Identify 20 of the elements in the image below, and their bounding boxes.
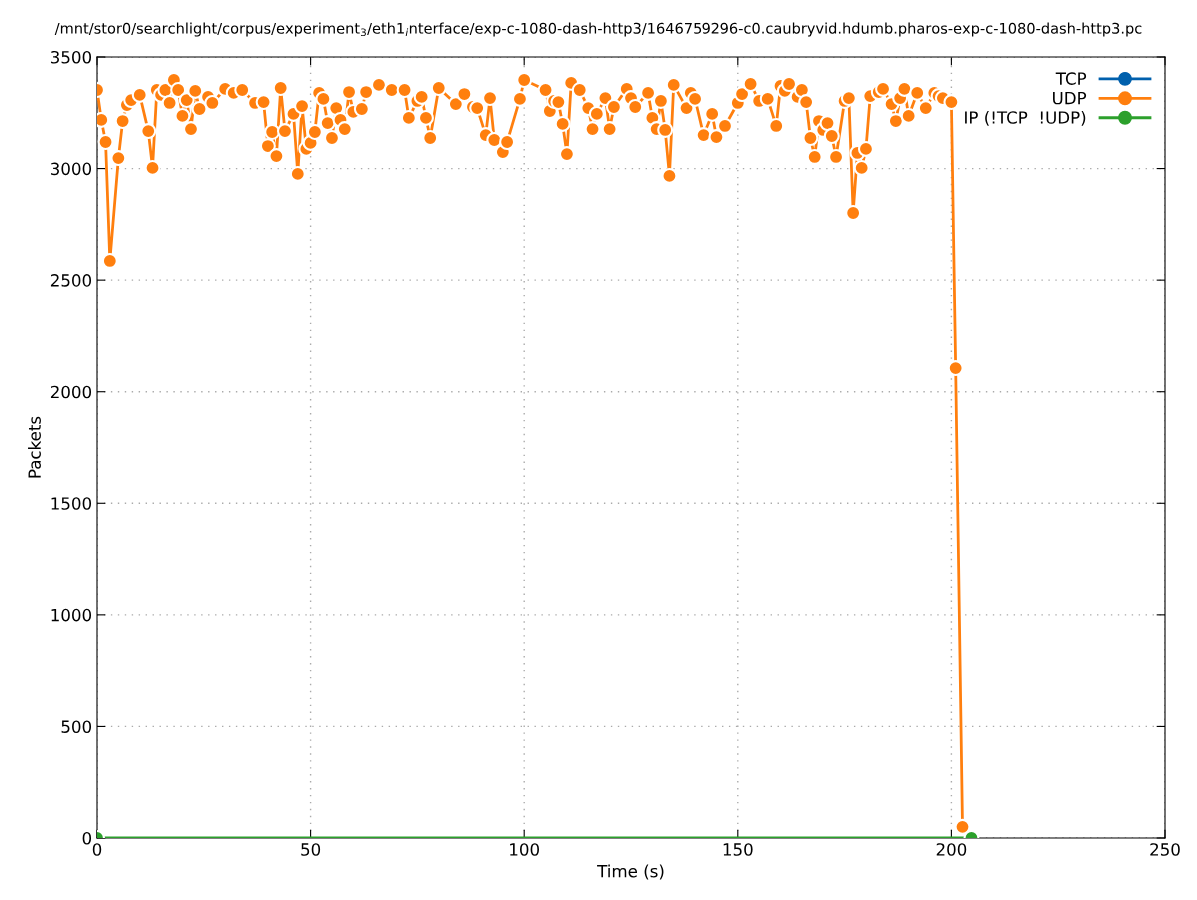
x-tick-label: 100 <box>510 843 539 856</box>
y-tick-label: 3500 <box>50 50 92 64</box>
x-tick-label: 150 <box>723 843 753 856</box>
y-tick-label: 1000 <box>51 608 92 622</box>
y-tick-label: 2500 <box>50 274 92 287</box>
y-tick-label: 0 <box>82 831 92 845</box>
legend-label: UDP <box>1053 91 1087 105</box>
chart-title: /mnt/stor0/searchlight/corpus/experiment$_{3}$/eth1$_{i}$nterface/exp-c-1080-dash-http3/1646759296-c0.caubryvid.hdumb.pharos-exp-c-1080-dash-http3.pc <box>54 22 1142 37</box>
legend-label: TCP <box>1055 72 1087 85</box>
x-axis-title: Time (s) <box>597 864 664 880</box>
y-tick-label: 1500 <box>51 497 92 510</box>
y-tick-label: 3000 <box>50 162 92 176</box>
legend-label: IP (!TCP !UDP) <box>965 110 1086 126</box>
y-tick-label: 500 <box>61 720 92 733</box>
y-axis-title: Packets <box>28 416 41 478</box>
x-tick-label: 250 <box>1150 843 1180 856</box>
x-tick-label: 50 <box>301 843 321 856</box>
y-tick-label: 2000 <box>50 385 92 399</box>
x-tick-label: 0 <box>92 843 102 856</box>
x-tick-label: 200 <box>936 843 967 856</box>
